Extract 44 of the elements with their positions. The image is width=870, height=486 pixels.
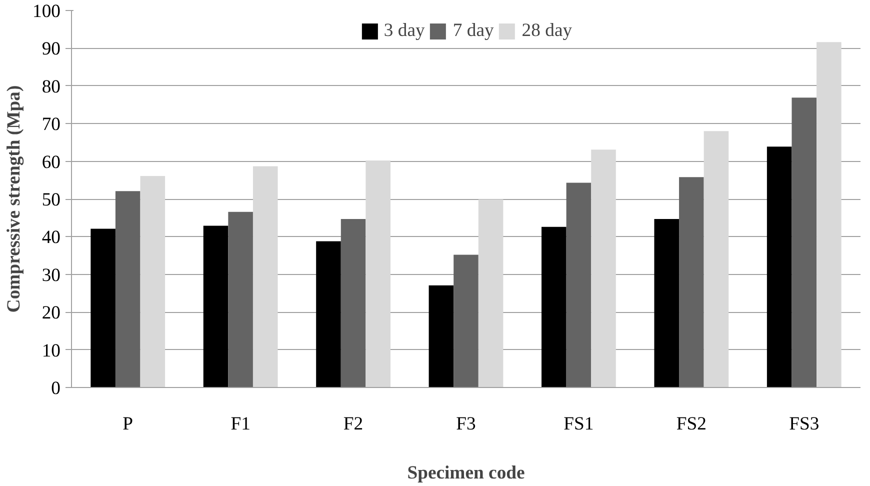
bar — [90, 228, 116, 388]
bar — [654, 218, 680, 388]
y-tick-label: 20 — [42, 302, 60, 324]
x-tick-label: FS1 — [564, 414, 594, 434]
x-tick-label: FS3 — [789, 414, 820, 434]
x-tick-label: F3 — [456, 414, 476, 434]
x-tick-label: FS2 — [676, 414, 706, 434]
y-tick-label: 70 — [42, 114, 60, 136]
bar — [366, 160, 390, 388]
y-tick-label: 40 — [42, 227, 60, 248]
x-tick-label: F2 — [343, 414, 364, 434]
legend-label: 28 day — [522, 20, 572, 42]
bar — [704, 131, 729, 388]
x-tick-label: P — [122, 414, 134, 434]
bar — [566, 182, 592, 388]
y-tick-label: 50 — [42, 190, 60, 210]
bar — [252, 166, 278, 388]
y-tick-label: 30 — [42, 264, 60, 286]
y-tick-label: 90 — [42, 38, 60, 60]
y-tick-label: 60 — [42, 152, 60, 173]
bar — [203, 226, 228, 388]
legend-label: 3 day — [384, 20, 425, 42]
y-tick-label: 10 — [42, 340, 60, 362]
y-tick-label: 100 — [32, 1, 60, 22]
legend-label: 7 day — [452, 20, 494, 42]
bar — [454, 254, 478, 388]
bar — [792, 98, 817, 388]
bar — [316, 241, 341, 388]
bar — [766, 146, 792, 388]
bar — [591, 150, 616, 388]
bar — [340, 218, 366, 388]
bar — [478, 199, 504, 388]
x-axis-title: Specimen code — [407, 462, 525, 484]
bar — [428, 285, 454, 388]
bar — [542, 226, 566, 388]
bar — [115, 191, 140, 388]
y-tick-label: 0 — [51, 378, 60, 399]
y-axis-title: Compressive strength (Mpa) — [4, 85, 25, 313]
bar — [140, 176, 166, 388]
x-tick-label: F1 — [230, 414, 250, 434]
bar — [228, 212, 253, 388]
y-tick-label: 80 — [42, 76, 60, 98]
bar — [679, 177, 704, 388]
bar — [816, 42, 842, 388]
